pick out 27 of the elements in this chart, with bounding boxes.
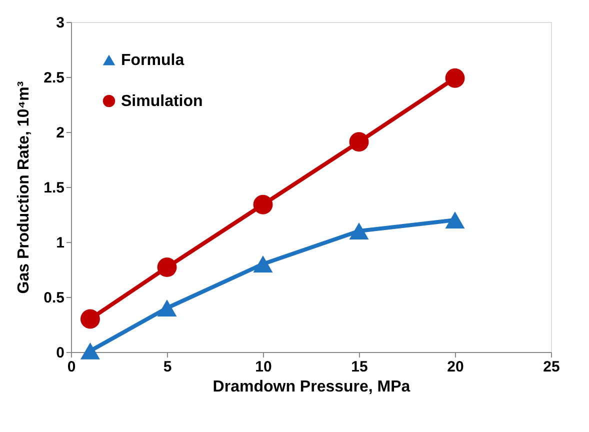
x-tick-label: 0 [67, 358, 76, 376]
y-tick-label: 3 [56, 14, 64, 32]
point [253, 194, 273, 214]
y-tick-label: 0.5 [44, 290, 64, 306]
y-tick-label: 2 [56, 124, 64, 142]
x-tick-label: 15 [351, 358, 368, 376]
point [80, 342, 100, 360]
point [445, 68, 465, 88]
legend-label: Simulation [121, 93, 203, 110]
x-tick-label: 25 [543, 358, 560, 376]
x-tick-label: 5 [163, 358, 172, 376]
x-tick-label: 10 [255, 358, 272, 376]
legend-label: Formula [121, 52, 184, 69]
point [80, 309, 100, 329]
point [349, 132, 369, 152]
x-tick-label: 20 [447, 358, 464, 376]
y-tick-label: 1 [56, 234, 64, 252]
point [445, 212, 465, 228]
point [349, 222, 369, 240]
y-tick-label: 0 [56, 344, 64, 362]
y-tick-label: 2.5 [44, 70, 64, 86]
y-axis-title: Gas Production Rate, 10⁴m³ [16, 81, 33, 294]
point [157, 258, 177, 278]
point [253, 256, 273, 272]
x-axis-title: Dramdown Pressure, MPa [212, 378, 410, 396]
point [157, 300, 177, 316]
y-tick-label: 1.5 [44, 180, 64, 196]
